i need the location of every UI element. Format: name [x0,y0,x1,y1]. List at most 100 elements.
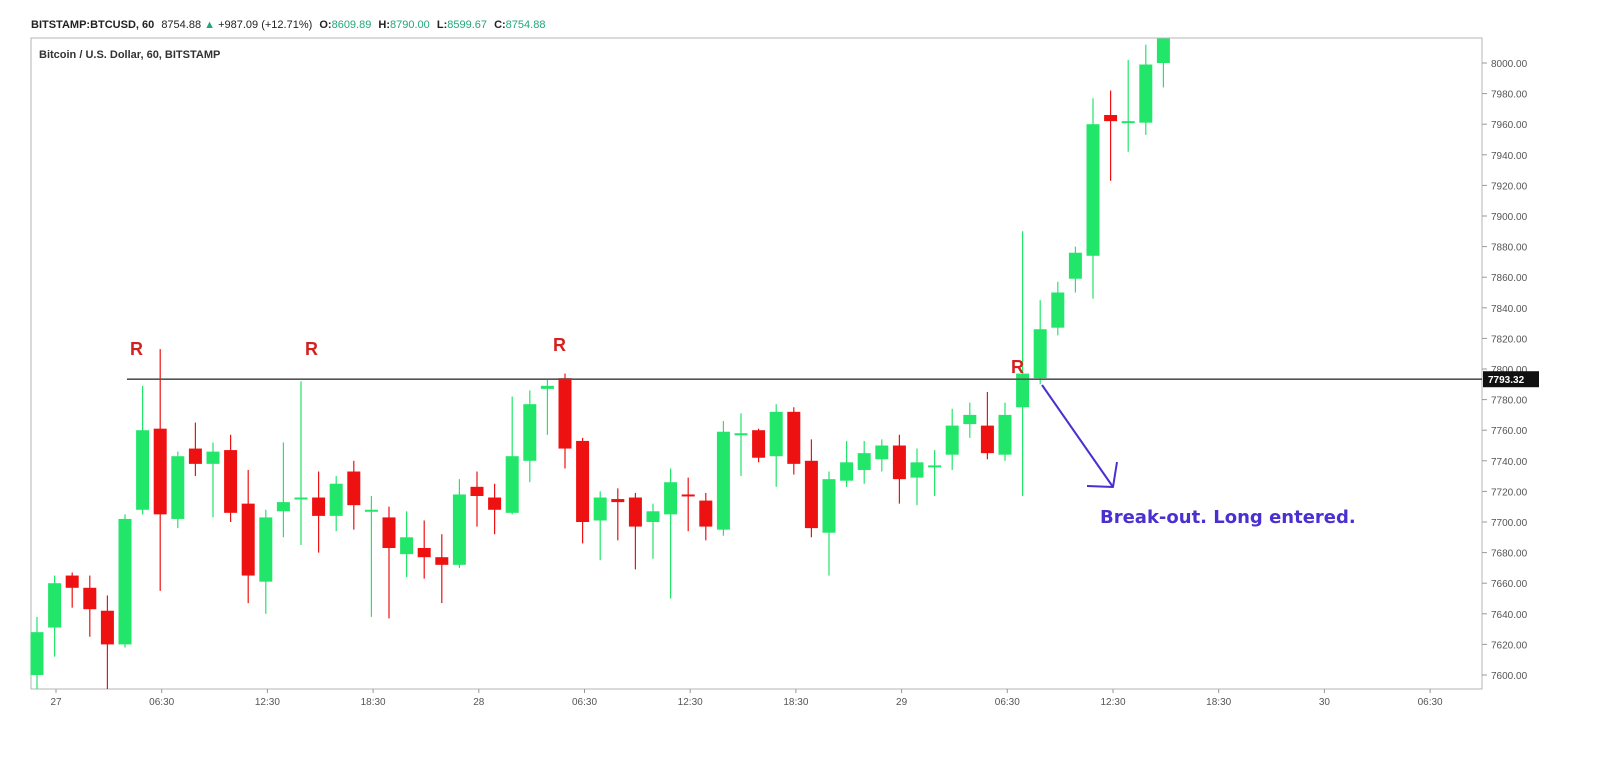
candle-body [998,414,1012,455]
y-tick-label: 7680.00 [1491,549,1528,560]
annotation-text: Break-out. Long entered. [1100,507,1356,528]
candle-body [347,471,361,506]
candle [488,483,502,535]
candle-body [628,497,642,527]
candle [910,448,924,506]
candle [804,439,818,538]
x-axis[interactable]: 27 06:30 12:30 18:30 28 06:30 12:30 18:30 29 06:3… [50,689,1443,708]
candle [664,468,678,599]
candle [1086,98,1100,299]
x-tick-label: 06:30 [1418,697,1443,708]
candle [241,469,255,604]
candle [1104,90,1118,181]
candle [364,495,378,617]
candle-body [558,378,572,449]
candle-body [470,486,484,496]
candle [30,616,44,689]
resistance-mark: R [130,339,143,359]
candle-body [611,499,625,503]
y-axis[interactable]: 7600.00 7620.00 7640.00 7660.00 7680.00 7700.… [1482,59,1528,682]
y-tick-label: 7600.00 [1491,671,1528,682]
y-tick-label: 7820.00 [1491,334,1528,345]
candle-body [1068,252,1082,279]
y-tick-label: 7640.00 [1491,610,1528,621]
candle-body [787,411,801,464]
candle [1121,59,1135,152]
y-tick-label: 7700.00 [1491,518,1528,529]
candle-body [804,460,818,529]
candle-body [699,500,713,527]
candle [980,391,994,460]
y-tick-label: 7940.00 [1491,151,1528,162]
candle [171,451,185,529]
candle [1016,231,1030,496]
candle [118,514,132,648]
candle-body [593,497,607,521]
candle [329,476,343,532]
candle-body [136,430,150,510]
candle-body [488,497,502,510]
candle [699,492,713,541]
candle-body [752,430,766,458]
candle [224,434,238,522]
candle-body [100,610,114,645]
y-tick-label: 7840.00 [1491,304,1528,315]
change-value: +987.09 (+12.71%) [218,19,313,31]
candle-body [681,494,695,497]
candle-body [153,428,167,515]
candle-body [963,414,977,425]
candle-body [1104,115,1118,122]
x-tick-label: 06:30 [572,697,597,708]
candle-body [435,557,449,565]
candle-body [329,483,343,516]
candle [206,442,220,518]
candle-body [928,465,942,468]
y-tick-label: 7620.00 [1491,640,1528,651]
candle-body [171,456,185,519]
candle-body [83,587,97,610]
price-tag [1483,371,1539,388]
candle-body [1086,124,1100,256]
candle-body [417,548,431,558]
candle [892,434,906,504]
candle [48,575,62,657]
candle-body [875,445,889,460]
candle [1139,44,1153,135]
arrow-shaft [1041,384,1114,488]
candle [752,428,766,463]
open-label: O: [319,19,332,31]
candles [30,38,1170,689]
x-tick-label: 18:30 [361,697,386,708]
candle [188,422,202,477]
resistance-mark: R [553,335,566,355]
candle [136,385,150,515]
candle [65,572,79,608]
candle [153,349,167,591]
candle [875,439,889,472]
candle-body [945,425,959,455]
candle [857,440,871,484]
candle [540,379,554,435]
candle [611,488,625,541]
candle-body [1156,38,1170,63]
overlay: 7793.32 R R R R Break-out. Long entered. [127,335,1539,528]
y-tick-label: 7780.00 [1491,396,1528,407]
candle-body [276,502,290,512]
candle [259,509,273,614]
candle-body [452,494,466,565]
candle-body [910,462,924,478]
high-label: H: [378,19,391,31]
candle [646,503,660,559]
candle [1068,246,1082,293]
candle-body [259,517,273,582]
x-tick-label: 12:30 [1100,697,1125,708]
candle [400,511,414,578]
candle [928,450,942,496]
candle [1156,38,1170,88]
last-price: 8754.88 [161,19,202,31]
x-tick-label: 06:30 [995,697,1020,708]
y-tick-label: 7920.00 [1491,181,1528,192]
candle-body [523,404,537,461]
plot-area[interactable] [30,37,1483,690]
